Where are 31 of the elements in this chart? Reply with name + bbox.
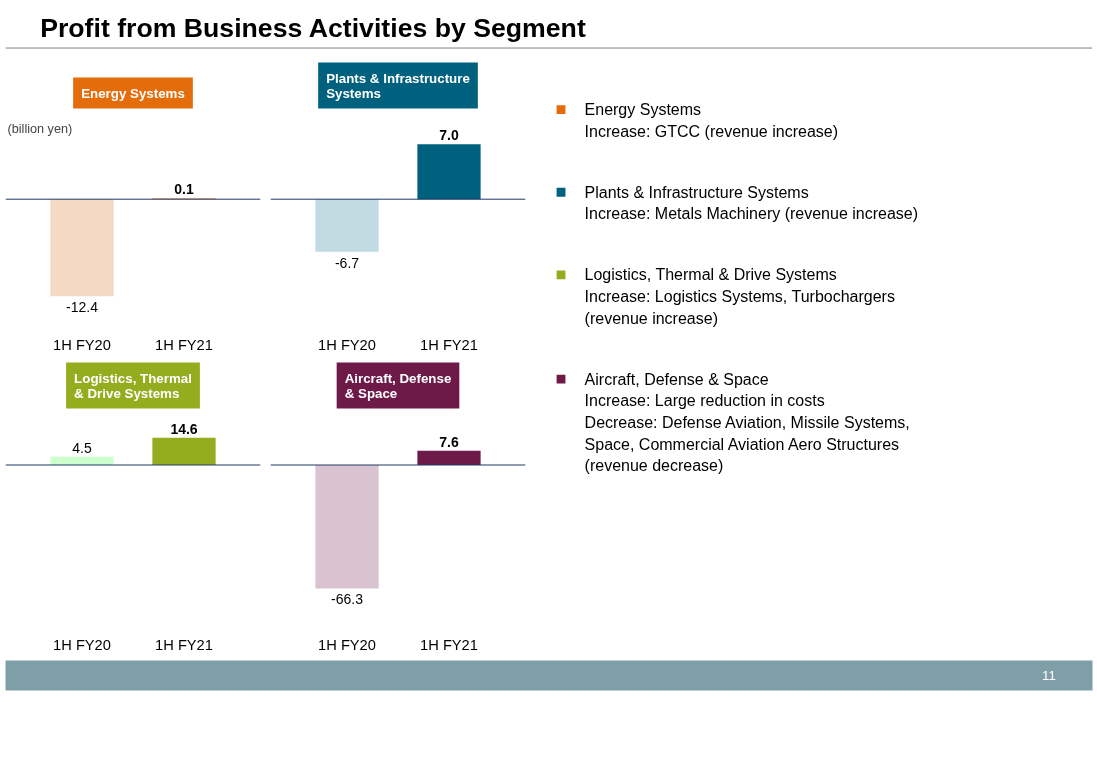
data-label: 4.5 — [72, 439, 92, 456]
x-tick-label: 1H FY20 — [53, 336, 111, 353]
legend-label: Energy Systems — [584, 101, 702, 119]
data-label: 0.1 — [174, 181, 194, 198]
legend-label: Logistics, Thermal & Drive Systems — [584, 266, 837, 284]
data-label: -66.3 — [331, 591, 364, 608]
data-label: -6.7 — [334, 254, 360, 271]
legend-label: Plants & Infrastructure Systems — [584, 183, 809, 201]
y-axis-title: (billion yen) — [7, 121, 73, 136]
text: Increase: GTCC (revenue increase) — [584, 122, 839, 140]
data-label: 14.6 — [170, 420, 198, 437]
text: Increase: Metals Machinery (revenue increase) — [584, 205, 919, 223]
x-tick-label: 1H FY21 — [155, 336, 213, 353]
data-label: -12.4 — [66, 299, 99, 316]
text: 11 — [1042, 668, 1056, 683]
chart-title: Plants & Infrastructure Systems — [326, 70, 470, 101]
data-label: 7.6 — [439, 433, 459, 450]
legend-label: Aircraft, Defense & Space — [584, 370, 769, 388]
x-tick-label: 1H FY21 — [155, 636, 213, 653]
x-tick-label: 1H FY20 — [318, 336, 376, 353]
chart-title: Aircraft, Defense & Space — [344, 370, 452, 401]
x-tick-label: 1H FY21 — [420, 336, 478, 353]
text: Increase: Large reduction in costs Decrease: Defense Aviation, Missile Systems, Space, Commercial Aviation Aero Structures (revenue decrease) — [584, 392, 910, 475]
data-label: 7.0 — [439, 127, 459, 144]
chart-title: Logistics, Thermal & Drive Systems — [74, 370, 192, 401]
text: Increase: Logistics Systems, Turbochargers (revenue increase) — [584, 288, 895, 327]
text: Profit from Business Activities by Segment — [40, 13, 586, 44]
chart-title: Energy Systems — [81, 85, 185, 101]
x-tick-label: 1H FY20 — [318, 636, 376, 653]
x-tick-label: 1H FY21 — [420, 636, 478, 653]
x-tick-label: 1H FY20 — [53, 636, 111, 653]
